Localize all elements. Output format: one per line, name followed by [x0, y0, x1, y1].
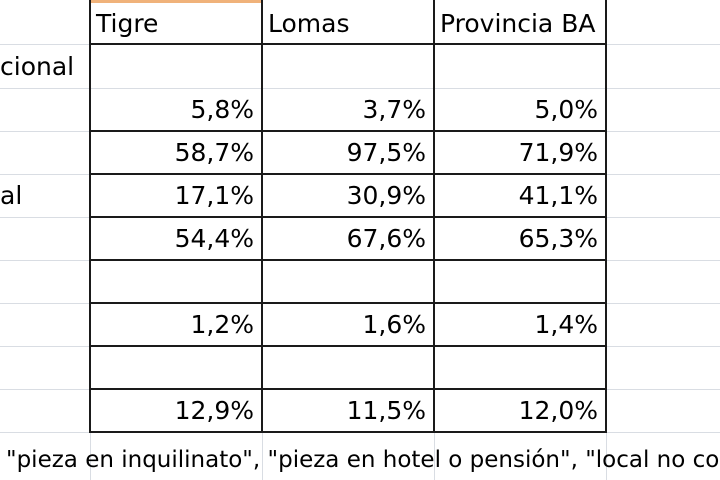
cell-provincia-ba[interactable]: 41,1%: [518, 181, 598, 210]
row-label[interactable]: cional: [0, 52, 75, 81]
header-cell-provincia-ba[interactable]: Provincia BA: [440, 9, 596, 38]
table-border: [89, 388, 607, 390]
gridline: [0, 88, 720, 89]
table-border: [89, 130, 607, 132]
table-border: [89, 216, 607, 218]
table-border: [89, 173, 607, 175]
cell-tigre[interactable]: 12,9%: [174, 396, 254, 425]
footnote-text[interactable]: "pieza en inquilinato", "pieza en hotel …: [6, 447, 720, 473]
cell-provincia-ba[interactable]: 5,0%: [534, 94, 598, 124]
cell-provincia-ba[interactable]: 71,9%: [518, 138, 598, 167]
table-border: [89, 43, 607, 45]
row-label[interactable]: al: [0, 181, 23, 210]
table-border: [89, 259, 607, 261]
column-highlight: [90, 0, 262, 3]
cell-provincia-ba[interactable]: 65,3%: [518, 224, 598, 253]
cell-tigre[interactable]: 5,8%: [190, 94, 254, 124]
cell-tigre[interactable]: 58,7%: [174, 138, 254, 167]
table-border: [89, 302, 607, 304]
cell-lomas[interactable]: 3,7%: [362, 94, 426, 124]
table-border: [89, 431, 607, 433]
table-border: [89, 345, 607, 347]
cell-lomas[interactable]: 67,6%: [346, 224, 426, 253]
cell-tigre[interactable]: 54,4%: [174, 224, 254, 253]
cell-tigre[interactable]: 1,2%: [190, 310, 254, 339]
cell-provincia-ba[interactable]: 1,4%: [534, 310, 598, 339]
cell-tigre[interactable]: 17,1%: [174, 181, 254, 210]
cell-lomas[interactable]: 11,5%: [346, 396, 426, 425]
cell-lomas[interactable]: 1,6%: [362, 310, 426, 339]
header-cell-lomas[interactable]: Lomas: [268, 9, 350, 38]
cell-lomas[interactable]: 30,9%: [346, 181, 426, 210]
header-cell-tigre[interactable]: Tigre: [96, 9, 159, 38]
cell-lomas[interactable]: 97,5%: [346, 138, 426, 167]
cell-provincia-ba[interactable]: 12,0%: [518, 396, 598, 425]
